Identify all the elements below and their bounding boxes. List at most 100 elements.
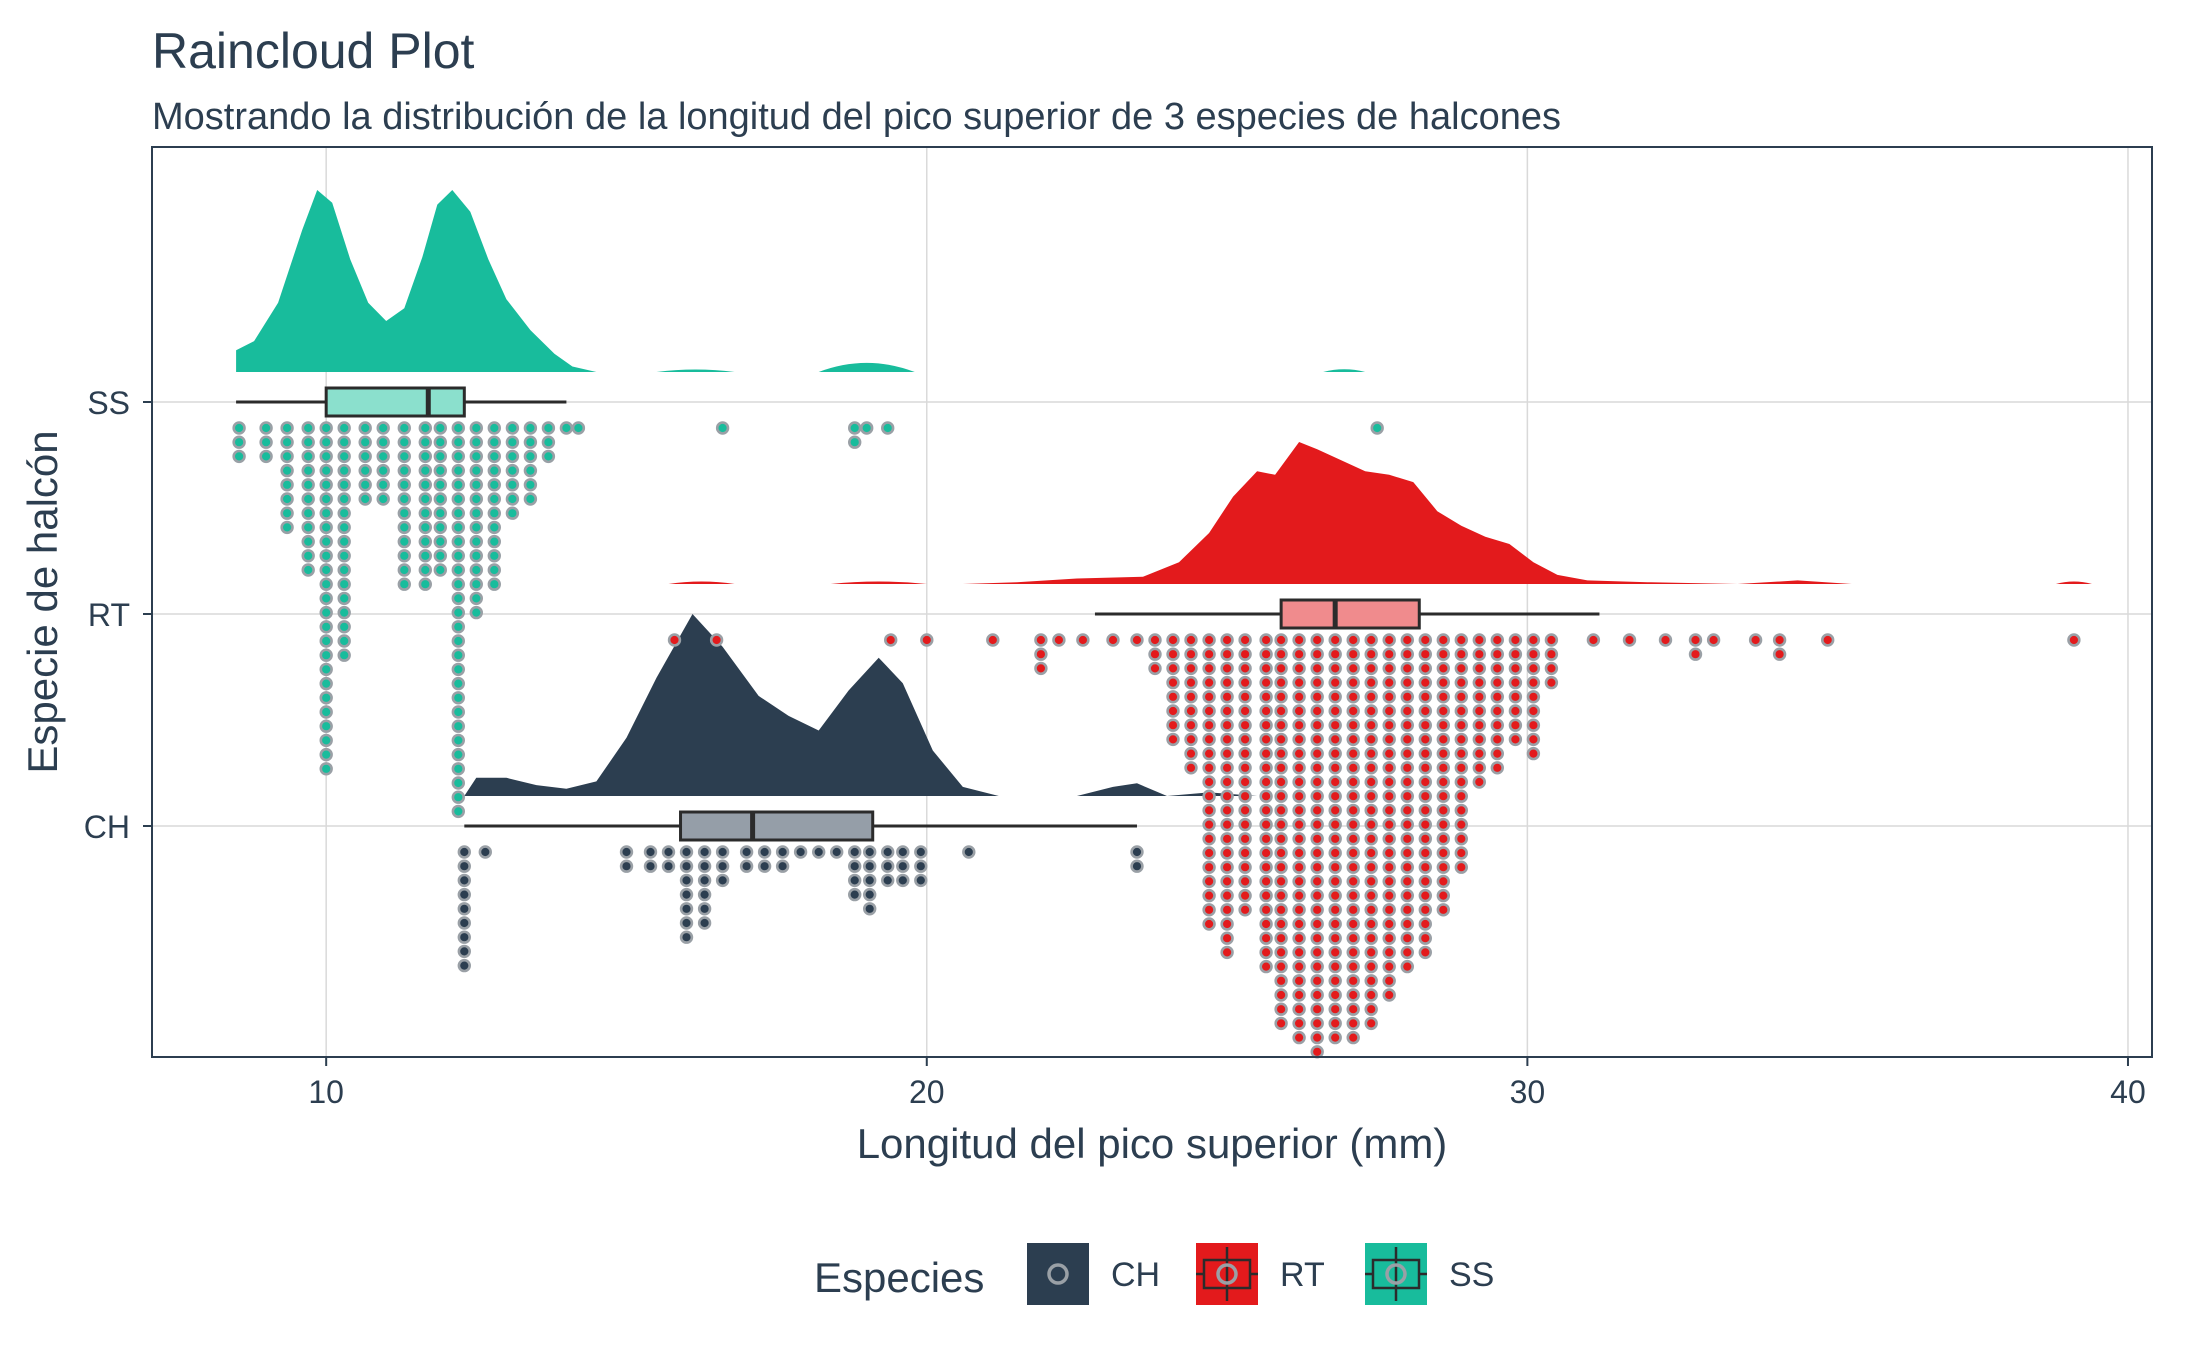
- dot-SS: [319, 506, 333, 520]
- dot-RT: [1259, 846, 1273, 860]
- dot-CH: [715, 845, 730, 859]
- dot-RT: [1418, 675, 1433, 690]
- box-CH: [679, 810, 875, 842]
- dot-RT: [1772, 633, 1787, 647]
- dot-RT: [1472, 761, 1487, 775]
- dot-RT: [1436, 704, 1451, 718]
- dot-RT: [1310, 647, 1324, 661]
- dot-RT: [1328, 690, 1342, 704]
- dot-RT: [1364, 761, 1378, 775]
- dot-RT: [1328, 775, 1342, 789]
- dot-SS: [451, 492, 465, 506]
- dot-SS: [433, 549, 447, 563]
- density-bump-RT-2: [2055, 581, 2092, 584]
- dot-RT: [1400, 690, 1415, 704]
- dot-SS: [319, 762, 333, 776]
- dot-SS: [523, 463, 538, 478]
- dot-RT: [1346, 988, 1360, 1002]
- dot-RT: [1310, 718, 1324, 732]
- dot-RT: [1202, 917, 1216, 931]
- dot-RT: [1382, 974, 1396, 988]
- dot-RT: [1328, 718, 1342, 732]
- dot-RT: [1364, 1002, 1378, 1016]
- dot-RT: [1400, 860, 1415, 874]
- dot-RT: [1220, 690, 1234, 704]
- dot-SS: [523, 449, 538, 464]
- dot-CH: [793, 845, 808, 859]
- dot-RT: [1292, 718, 1306, 732]
- dot-CH: [679, 859, 694, 873]
- dot-RT: [1400, 846, 1415, 860]
- dot-SS: [337, 634, 351, 648]
- dot-SS: [319, 463, 333, 478]
- dot-RT: [1382, 647, 1396, 661]
- dot-RT: [1220, 945, 1234, 960]
- dot-CH: [457, 845, 471, 859]
- dot-CH: [697, 873, 712, 888]
- dot-SS: [451, 449, 465, 464]
- dot-SS: [301, 534, 315, 549]
- dot-RT: [1238, 832, 1252, 846]
- dot-RT: [1259, 959, 1273, 974]
- dot-RT: [1148, 661, 1162, 676]
- dot-RT: [2067, 633, 2081, 647]
- dot-SS: [469, 563, 483, 577]
- dot-SS: [301, 463, 315, 478]
- dot-SS: [319, 435, 333, 449]
- box-RT: [1279, 598, 1421, 630]
- dot-RT: [1346, 1030, 1360, 1045]
- dot-RT: [1259, 661, 1273, 676]
- dot-RT: [1292, 675, 1306, 690]
- dot-RT: [1328, 675, 1342, 690]
- dot-RT: [1346, 888, 1360, 903]
- dot-RT: [1346, 647, 1360, 661]
- dot-RT: [1202, 633, 1216, 647]
- dot-CH: [679, 873, 694, 888]
- dot-RT: [1454, 690, 1469, 704]
- dot-CH: [457, 902, 471, 916]
- dot-RT: [1220, 860, 1234, 874]
- dot-RT: [986, 633, 1000, 647]
- dot-rain: [232, 421, 2081, 1059]
- dot-RT: [1274, 817, 1288, 832]
- dot-SS: [433, 506, 447, 520]
- dot-SS: [358, 478, 372, 492]
- dot-RT: [1184, 761, 1198, 775]
- dot-RT: [1346, 732, 1360, 747]
- dot-SS: [451, 733, 465, 748]
- dot-RT: [1328, 931, 1342, 945]
- dot-SS: [301, 421, 315, 435]
- dot-RT: [883, 633, 898, 647]
- dot-SS: [397, 478, 411, 492]
- dot-RT: [1382, 888, 1396, 903]
- dot-SS: [469, 435, 483, 449]
- dot-RT: [1586, 633, 1601, 647]
- dot-RT: [1400, 746, 1415, 761]
- dot-RT: [1292, 1030, 1306, 1045]
- dot-RT: [1526, 718, 1541, 732]
- dot-CH: [619, 845, 634, 859]
- dot-RT: [1184, 633, 1198, 647]
- dot-RT: [1202, 732, 1216, 747]
- dot-RT: [1274, 789, 1288, 803]
- density-bump-SS-1: [818, 362, 915, 372]
- dot-SS: [469, 492, 483, 506]
- dot-RT: [1346, 789, 1360, 803]
- dot-RT: [1184, 675, 1198, 690]
- dot-RT: [1418, 704, 1433, 718]
- dot-SS: [505, 435, 520, 449]
- dot-RT: [1259, 803, 1273, 818]
- dot-RT: [1346, 718, 1360, 732]
- dot-CH: [457, 873, 471, 888]
- dot-RT: [1238, 633, 1252, 647]
- dot-RT: [1202, 761, 1216, 775]
- dot-RT: [1292, 945, 1306, 960]
- dot-RT: [1400, 945, 1415, 960]
- dot-SS: [451, 691, 465, 705]
- dot-SS: [301, 492, 315, 506]
- dot-RT: [1418, 718, 1433, 732]
- dot-SS: [418, 563, 432, 577]
- dot-RT: [1364, 917, 1378, 931]
- dot-RT: [1364, 1016, 1378, 1031]
- dot-SS: [319, 492, 333, 506]
